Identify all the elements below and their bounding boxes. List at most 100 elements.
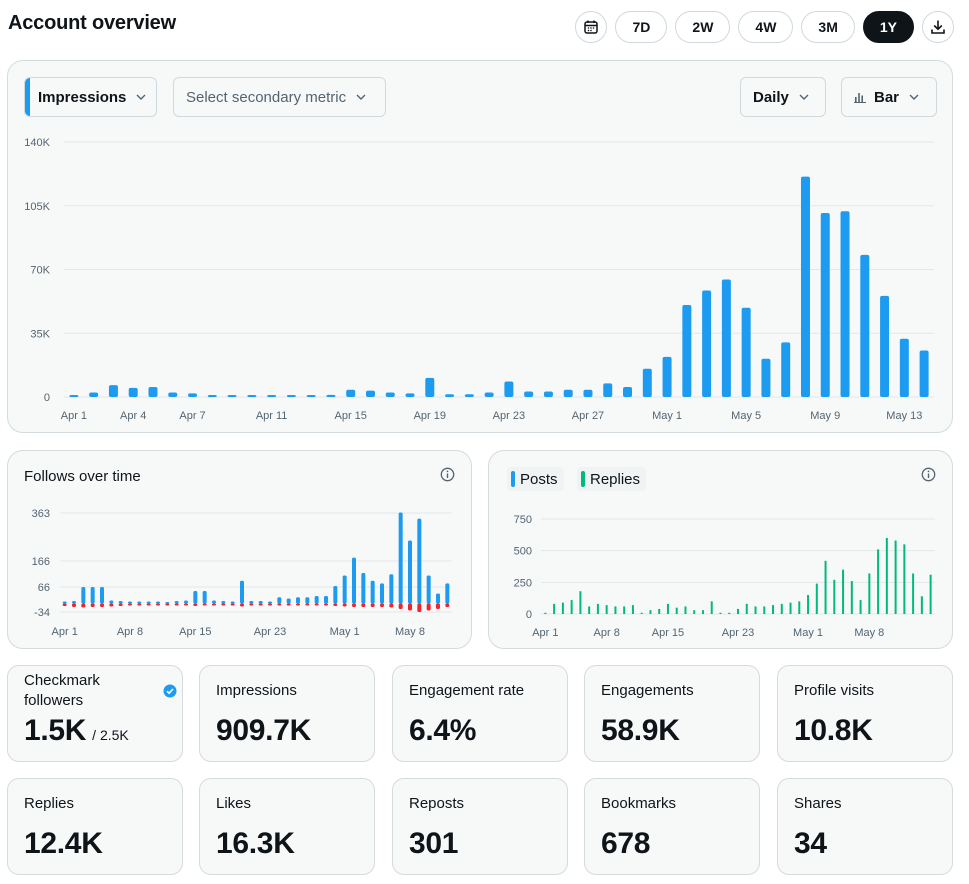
follows-bar <box>361 572 366 604</box>
impressions-bar <box>880 295 890 397</box>
bar-chart-icon <box>854 91 866 103</box>
impressions-bar <box>306 395 316 397</box>
x-tick-label: Apr 8 <box>117 626 143 638</box>
posts-replies-chart-card: Posts Replies 0 250 500 750 Apr 1 Apr 8 Apr 15… <box>488 450 953 649</box>
replies-bar <box>780 603 783 614</box>
stat-card-profile-visits[interactable]: Profile visits 10.8K <box>777 665 953 762</box>
unfollows-bar <box>249 603 254 606</box>
stat-value: 58.9K <box>601 714 680 747</box>
stat-card-engagements[interactable]: Engagements 58.9K <box>584 665 760 762</box>
unfollows-bar <box>184 603 188 606</box>
follows-bar <box>389 574 394 604</box>
stat-label: Reposts <box>409 795 465 812</box>
unfollows-bar <box>436 603 440 609</box>
impressions-bar <box>741 307 751 397</box>
range-4w-button[interactable]: 4W <box>738 11 794 43</box>
replies-bar <box>859 600 862 614</box>
x-tick-label: Apr 27 <box>572 410 604 422</box>
primary-metric-dropdown[interactable]: Impressions <box>24 77 157 117</box>
impressions-bar <box>504 381 514 397</box>
follows-chart-card: Follows over time -34 66 166 363 Apr 1 Apr 8 A… <box>7 450 472 649</box>
y-tick-label: 35K <box>30 328 50 340</box>
follows-bar <box>249 601 254 604</box>
impressions-bar-chart: 0 35K 70K 105K 140K Apr 1 Apr 4 Apr 7 Apr 11 Apr … <box>24 137 934 422</box>
range-2w-button[interactable]: 2W <box>675 11 731 43</box>
impressions-bar <box>761 358 771 397</box>
unfollows-bar <box>389 603 394 608</box>
y-tick-label: 105K <box>24 201 50 213</box>
replies-bar <box>579 591 582 614</box>
impressions-bar <box>623 386 633 397</box>
replies-bar <box>666 603 669 614</box>
stat-value: 6.4% <box>409 714 477 747</box>
info-icon[interactable] <box>440 467 455 487</box>
stat-card-checkmark-followers[interactable]: Checkmark followers 1.5K/ 2.5K <box>7 665 183 762</box>
primary-metric-color-swatch <box>25 78 30 116</box>
unfollows-bar <box>62 603 67 606</box>
chart-type-dropdown[interactable]: Bar <box>841 77 937 117</box>
follows-bar <box>165 602 170 604</box>
follows-bar <box>258 601 263 604</box>
unfollows-bar <box>128 603 132 606</box>
follows-bar <box>352 557 356 604</box>
follows-bar <box>174 601 179 604</box>
download-button[interactable] <box>922 11 954 43</box>
impressions-bar <box>662 356 672 397</box>
stat-card-impressions[interactable]: Impressions 909.7K <box>199 665 375 762</box>
impressions-bar <box>464 394 474 397</box>
impressions-bar <box>682 305 692 397</box>
replies-bar <box>772 605 775 614</box>
stat-card-shares[interactable]: Shares 34 <box>777 778 953 875</box>
impressions-chart-card: Impressions Select secondary metric Dail… <box>7 60 953 433</box>
info-icon[interactable] <box>921 467 936 487</box>
y-tick-label: 70K <box>30 265 50 277</box>
stat-card-replies[interactable]: Replies 12.4K <box>7 778 183 875</box>
unfollows-bar <box>417 603 422 612</box>
y-tick-label: 750 <box>514 514 532 526</box>
x-tick-label: Apr 1 <box>52 626 78 638</box>
range-7d-button[interactable]: 7D <box>615 11 668 43</box>
impressions-bar <box>267 395 277 397</box>
posts-replies-bar-chart: 0 250 500 750 Apr 1 Apr 8 Apr 15 Apr 23 May 1 May… <box>514 514 935 639</box>
follows-bar <box>324 596 328 604</box>
secondary-metric-dropdown[interactable]: Select secondary metric <box>173 77 386 117</box>
replies-bar <box>693 610 696 614</box>
follows-bar <box>128 601 132 604</box>
x-tick-label: May 8 <box>395 626 425 638</box>
calendar-button[interactable] <box>575 11 608 43</box>
range-3m-button[interactable]: 3M <box>801 11 855 43</box>
impressions-bar <box>800 176 810 397</box>
follows-bar <box>408 540 412 604</box>
stat-card-likes[interactable]: Likes 16.3K <box>199 778 375 875</box>
impressions-bar <box>563 389 573 397</box>
impressions-bar <box>286 395 296 397</box>
chevron-down-icon <box>354 90 368 104</box>
replies-bar <box>728 612 731 614</box>
unfollows-bar <box>165 603 170 606</box>
follows-bar <box>221 601 226 604</box>
follows-bar <box>398 512 403 604</box>
unfollows-bar <box>380 603 384 607</box>
stat-value: 16.3K <box>216 827 295 860</box>
stat-card-engagement-rate[interactable]: Engagement rate 6.4% <box>392 665 568 762</box>
y-tick-label: -34 <box>34 607 50 619</box>
x-tick-label: Apr 19 <box>414 410 446 422</box>
replies-bar <box>833 579 836 614</box>
unfollows-bar <box>109 603 114 607</box>
unfollows-bar <box>370 603 375 607</box>
legend-posts[interactable]: Posts <box>507 467 564 491</box>
stat-card-bookmarks[interactable]: Bookmarks 678 <box>584 778 760 875</box>
stat-label: Checkmark followers <box>24 672 100 709</box>
impressions-bar <box>405 393 415 397</box>
follows-bar <box>436 593 440 604</box>
replies-bar <box>605 605 608 614</box>
legend-replies[interactable]: Replies <box>577 467 647 491</box>
follows-bar <box>100 587 104 604</box>
stat-card-reposts[interactable]: Reposts 301 <box>392 778 568 875</box>
x-tick-label: May 5 <box>731 410 761 422</box>
impressions-bar <box>781 342 791 397</box>
granularity-dropdown[interactable]: Daily <box>740 77 826 117</box>
unfollows-bar <box>258 603 263 606</box>
range-1y-button[interactable]: 1Y <box>862 11 914 43</box>
granularity-label: Daily <box>753 88 789 106</box>
